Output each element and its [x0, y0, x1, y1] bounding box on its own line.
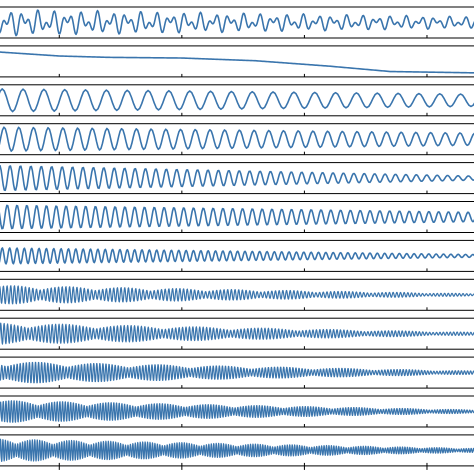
panel-frame-6 [0, 201, 474, 233]
signal-panel-11 [0, 395, 474, 428]
signal-line-9 [0, 322, 474, 345]
panel-frame-7 [0, 239, 474, 272]
signal-panel-10 [0, 356, 474, 389]
signal-panel-12 [0, 434, 474, 467]
signal-panel-8 [0, 278, 474, 311]
signal-line-6 [0, 204, 474, 230]
signal-panel-7 [0, 239, 474, 272]
signal-line-4 [0, 126, 474, 152]
signal-line-1 [0, 9, 474, 37]
signal-line-11 [0, 400, 474, 423]
panel-frame-10 [0, 356, 474, 389]
panel-frame-2 [0, 45, 474, 78]
panel-frame-11 [0, 395, 474, 428]
signal-line-10 [0, 361, 474, 384]
panel-frame-9 [0, 317, 474, 350]
panel-frame-3 [0, 84, 474, 117]
signal-panel-1 [0, 6, 474, 39]
panels-layer [0, 6, 474, 467]
signal-line-7 [0, 247, 474, 265]
signal-panel-5 [0, 162, 474, 195]
signal-line-5 [0, 164, 474, 192]
signal-line-3 [0, 88, 474, 113]
signal-panel-3 [0, 84, 474, 117]
panel-frame-5 [0, 162, 474, 195]
x-tick-label-3: 400 [294, 472, 315, 474]
x-tick-label-1: 200 [49, 472, 70, 474]
panel-frame-1 [0, 6, 474, 39]
x-tick-label-4: 500 [416, 472, 437, 474]
panel-frame-12 [0, 434, 474, 467]
signal-line-8 [0, 285, 474, 305]
x-axis: 200 300 400 500 [49, 465, 437, 474]
signal-panel-4 [0, 123, 474, 156]
x-tick-label-2: 300 [171, 472, 192, 474]
signal-panel-6 [0, 201, 474, 233]
panel-frame-8 [0, 278, 474, 311]
signal-line-2 [0, 51, 474, 74]
panel-frame-4 [0, 123, 474, 156]
signal-line-12 [0, 438, 474, 463]
signal-panel-9 [0, 317, 474, 350]
signal-panel-2 [0, 45, 474, 78]
